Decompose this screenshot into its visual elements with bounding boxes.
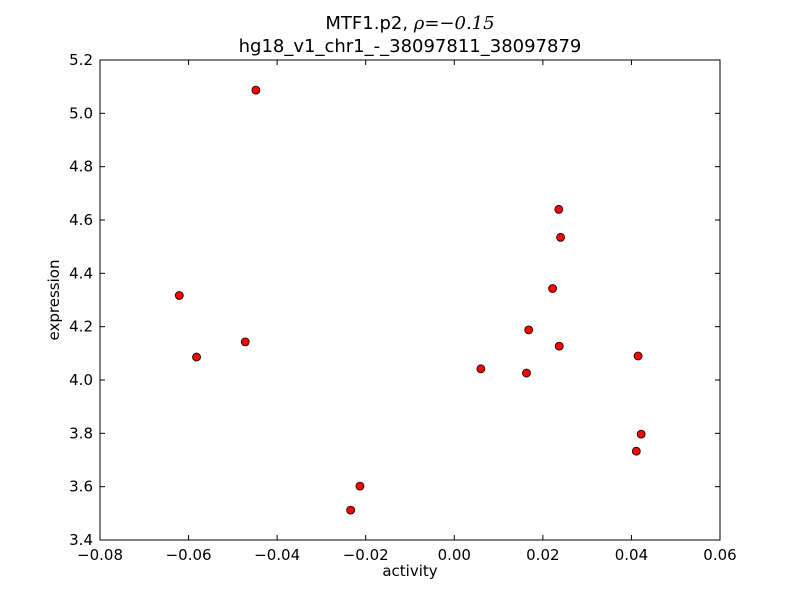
- data-point: [346, 505, 356, 515]
- data-point: [631, 446, 641, 456]
- data-point: [633, 351, 643, 361]
- data-points: [174, 85, 646, 515]
- x-tick-label: −0.02: [343, 546, 389, 564]
- plot-frame: [99, 59, 721, 541]
- y-tick-label: 4.6: [69, 211, 93, 229]
- x-tick-label: −0.04: [254, 546, 300, 564]
- axis-tick-labels: −0.08 −0.06 −0.04 −0.02 0.00 0.02 0.04 0.06 3.4 3…: [69, 51, 737, 564]
- y-tick-label: 5.2: [69, 51, 93, 69]
- y-axis-label: expression: [45, 260, 63, 341]
- data-point: [192, 352, 201, 362]
- data-point: [548, 284, 557, 293]
- data-point: [522, 368, 531, 378]
- y-tick-label: 4.4: [69, 264, 93, 282]
- x-axis-label: activity: [382, 562, 437, 580]
- y-tick-label: 3.6: [69, 478, 93, 496]
- data-point: [524, 325, 534, 335]
- data-point: [240, 337, 250, 347]
- x-tick-label: −0.08: [77, 546, 123, 564]
- chart-title-rho: ρ=−0.15: [413, 13, 495, 34]
- y-tick-label: 4.0: [69, 371, 93, 389]
- x-tick-label: −0.06: [166, 546, 212, 564]
- x-tick-label: 0.02: [526, 546, 559, 564]
- chart-title: MTF1.p2, ρ=−0.15: [325, 13, 494, 34]
- y-tick-label: 3.8: [69, 424, 93, 442]
- y-tick-label: 4.8: [69, 158, 93, 176]
- x-tick-label: 0.06: [703, 546, 736, 564]
- chart-subtitle: hg18_v1_chr1_-_38097811_38097879: [239, 36, 582, 57]
- data-point: [636, 429, 646, 439]
- data-point: [554, 341, 564, 351]
- x-tick-label: 0.04: [615, 546, 648, 564]
- axis-ticks: [99, 59, 721, 541]
- data-point: [476, 364, 486, 374]
- data-point: [355, 481, 365, 491]
- data-point: [174, 291, 184, 300]
- data-point: [251, 85, 261, 95]
- y-tick-label: 3.4: [69, 531, 93, 549]
- data-point: [556, 232, 565, 242]
- y-tick-label: 5.0: [69, 104, 93, 122]
- x-tick-label: 0.00: [438, 546, 471, 564]
- y-tick-label: 4.2: [69, 318, 93, 336]
- data-point: [554, 204, 564, 214]
- chart-title-prefix: MTF1.p2,: [325, 13, 413, 34]
